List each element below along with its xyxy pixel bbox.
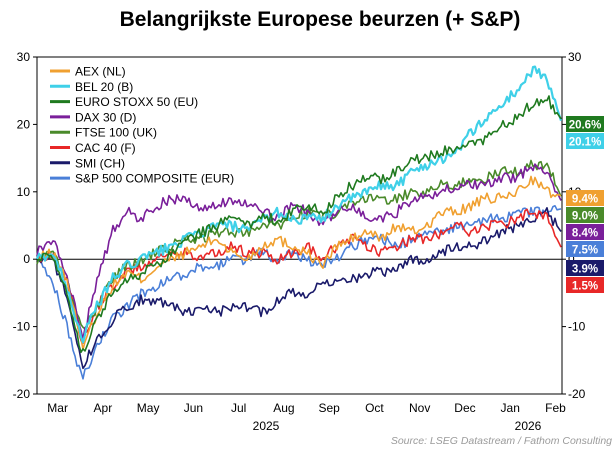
end-badge-label: 1.5% [572,281,598,293]
source-note: Source: LSEG Datastream / Fathom Consult… [391,435,612,447]
plot-frame [36,56,563,395]
end-badge-label: 8.4% [572,228,598,240]
series-line [35,65,563,344]
legend-label: BEL 20 (B) [75,80,133,94]
end-badge-label: 9.0% [572,211,598,223]
end-badge-label: 20.6% [569,120,602,132]
end-badge-label: 9.4% [572,194,598,206]
y-tick-label-left: -20 [13,387,31,401]
y-axis-left: -20 -10 0 10 20 30 [13,50,37,401]
series-line [36,207,562,370]
end-badge [566,116,604,132]
legend-label: FTSE 100 (UK) [75,126,157,140]
end-badge [566,133,604,149]
legend-label: EURO STOXX 50 (EU) [75,95,198,109]
legend-label: CAC 40 (F) [75,141,136,155]
x-tick-label: Sep [319,401,341,415]
chart-title: Belangrijkste Europese beurzen (+ S&P) [120,8,521,31]
legend-label: DAX 30 (D) [75,110,136,124]
y-tick-label-left: 20 [17,117,31,131]
x-axis: Mar Apr May Jun Jul Aug Sep Oct Nov Dec Jan Feb 2025… [47,401,566,433]
y-tick-label-left: 10 [17,185,31,199]
y-tick-label-right: -20 [568,387,586,401]
x-tick-label: Oct [365,401,384,415]
series-line [36,95,562,354]
series-line [36,175,562,351]
y-tick-label-left: 0 [23,252,30,266]
end-badge-label: 20.1% [569,137,602,149]
x-tick-label: Apr [94,401,113,415]
y-tick-label-left: 30 [17,50,31,64]
x-tick-label: Jan [501,401,520,415]
x-tick-label: Feb [545,401,566,415]
end-value-badges: 20.6% 20.1% 9.4% 9.0% 8.4% 7.5% 3.9% 1.5% [566,116,604,293]
end-badge-label: 7.5% [572,245,598,257]
end-badge [566,241,604,257]
end-badge [566,224,604,240]
legend: AEX (NL)BEL 20 (B)EURO STOXX 50 (EU)DAX … [50,65,234,186]
x-tick-label: Nov [409,401,430,415]
end-badge-label: 3.9% [572,264,598,276]
x-tick-label: Jul [231,401,246,415]
x-year-label: 2025 [253,419,280,433]
series-lines [35,65,563,380]
y-tick-label-right: -10 [568,320,586,334]
legend-label: AEX (NL) [75,65,126,79]
end-badge [566,260,604,276]
x-tick-label: May [137,401,160,415]
series-line [36,159,562,330]
x-tick-label: Jun [184,401,203,415]
series-line [36,163,562,340]
x-year-label: 2026 [515,419,542,433]
y-tick-label-right: 30 [568,50,582,64]
end-badge [566,190,604,206]
y-tick-label-left: -10 [13,320,31,334]
end-badge [566,277,604,293]
x-tick-label: Mar [47,401,68,415]
end-badge [566,207,604,223]
x-tick-label: Dec [454,401,475,415]
x-tick-label: Aug [273,401,294,415]
legend-label: SMI (CH) [75,156,125,170]
legend-label: S&P 500 COMPOSITE (EUR) [75,172,234,186]
y-tick-label-right: 0 [568,252,575,266]
series-line [36,208,562,345]
